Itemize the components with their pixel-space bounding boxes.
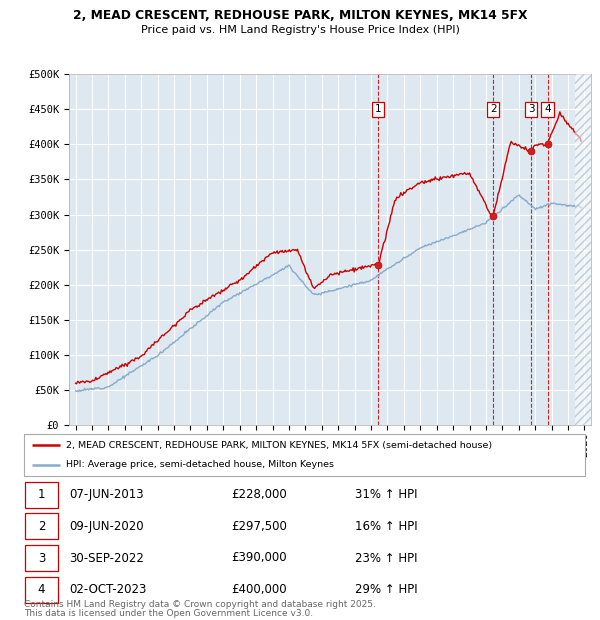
Bar <box>25 577 58 603</box>
Text: 29% ↑ HPI: 29% ↑ HPI <box>355 583 418 596</box>
Text: 07-JUN-2013: 07-JUN-2013 <box>69 489 143 501</box>
Text: Contains HM Land Registry data © Crown copyright and database right 2025.: Contains HM Land Registry data © Crown c… <box>24 600 376 609</box>
Text: 23% ↑ HPI: 23% ↑ HPI <box>355 552 418 564</box>
Text: 1: 1 <box>38 489 45 501</box>
Text: 1: 1 <box>375 104 382 115</box>
Text: 3: 3 <box>38 552 45 564</box>
Bar <box>25 482 58 508</box>
Bar <box>25 545 58 571</box>
Text: £400,000: £400,000 <box>232 583 287 596</box>
Text: 16% ↑ HPI: 16% ↑ HPI <box>355 520 418 533</box>
Bar <box>575 74 591 425</box>
Text: 02-OCT-2023: 02-OCT-2023 <box>69 583 146 596</box>
Text: £390,000: £390,000 <box>232 552 287 564</box>
Text: 2: 2 <box>38 520 45 533</box>
Text: £228,000: £228,000 <box>232 489 287 501</box>
Text: 09-JUN-2020: 09-JUN-2020 <box>69 520 143 533</box>
Text: 4: 4 <box>38 583 45 596</box>
Text: 30-SEP-2022: 30-SEP-2022 <box>69 552 144 564</box>
Text: 4: 4 <box>544 104 551 115</box>
Text: 31% ↑ HPI: 31% ↑ HPI <box>355 489 418 501</box>
Text: 2: 2 <box>490 104 496 115</box>
Text: This data is licensed under the Open Government Licence v3.0.: This data is licensed under the Open Gov… <box>24 609 313 618</box>
Text: £297,500: £297,500 <box>232 520 287 533</box>
Text: 2, MEAD CRESCENT, REDHOUSE PARK, MILTON KEYNES, MK14 5FX (semi-detached house): 2, MEAD CRESCENT, REDHOUSE PARK, MILTON … <box>66 441 492 450</box>
Text: HPI: Average price, semi-detached house, Milton Keynes: HPI: Average price, semi-detached house,… <box>66 460 334 469</box>
Text: 3: 3 <box>528 104 535 115</box>
Text: 2, MEAD CRESCENT, REDHOUSE PARK, MILTON KEYNES, MK14 5FX: 2, MEAD CRESCENT, REDHOUSE PARK, MILTON … <box>73 9 527 22</box>
Bar <box>25 513 58 539</box>
Text: Price paid vs. HM Land Registry's House Price Index (HPI): Price paid vs. HM Land Registry's House … <box>140 25 460 35</box>
